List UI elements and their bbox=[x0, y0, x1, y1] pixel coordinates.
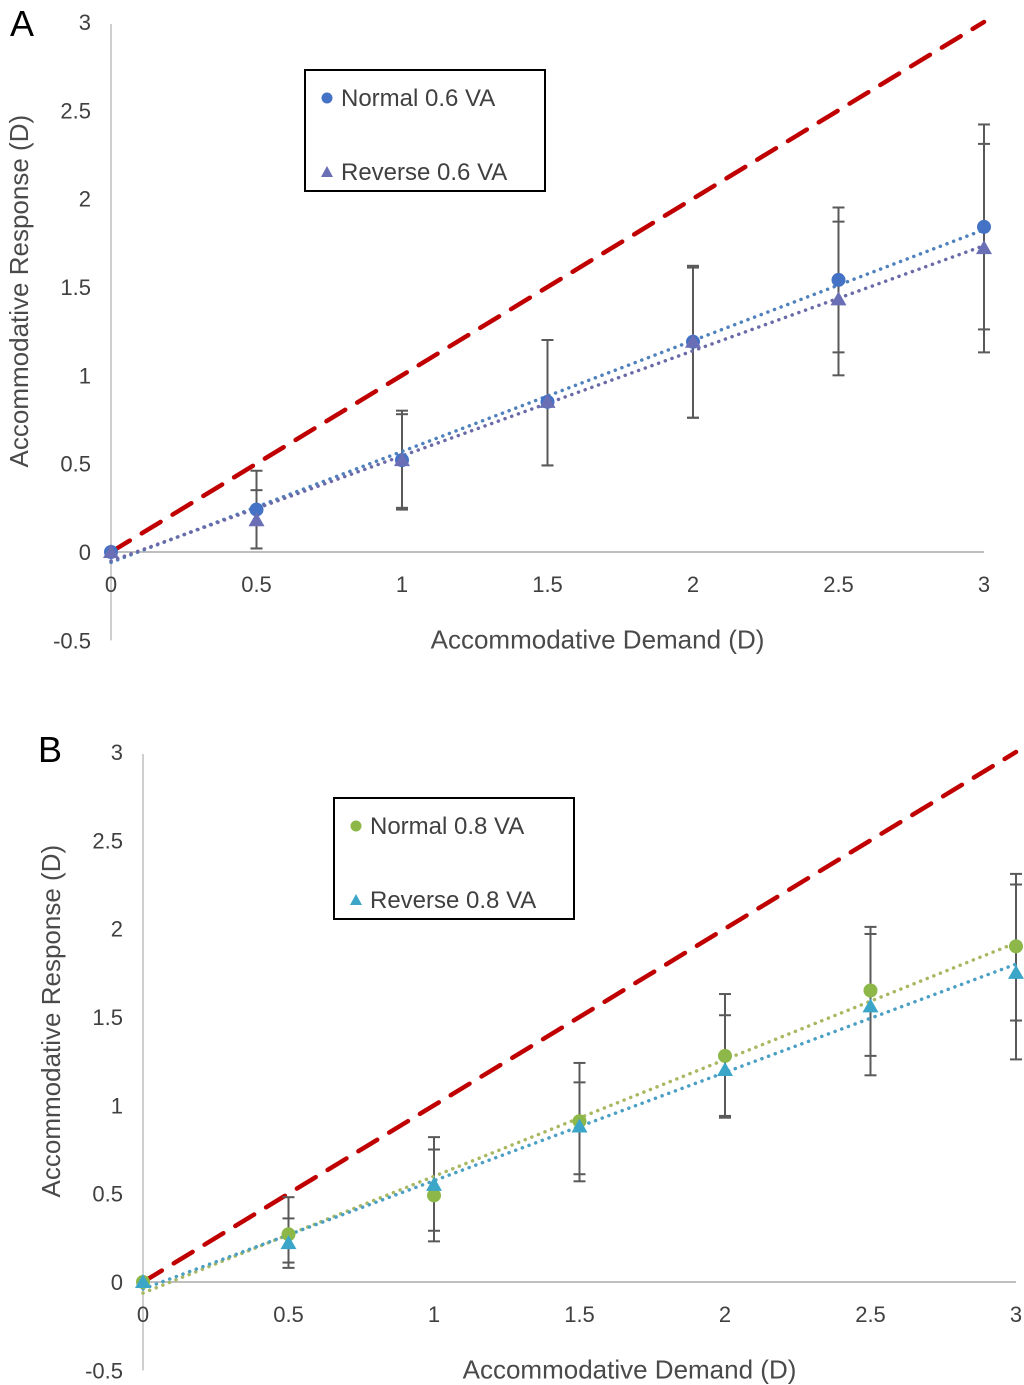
data-point-triangle bbox=[862, 998, 879, 1013]
y-tick-label: 1 bbox=[79, 363, 91, 388]
legend-label: Reverse 0.6 VA bbox=[341, 159, 507, 186]
panel-a: A -0.5 0 0.5 1 1.5 2 2.5 3 0 0.5 1 1.5 2 2.5 3 Accommoda… bbox=[4, 3, 992, 654]
y-tick-label: 2.5 bbox=[92, 828, 123, 853]
data-point-triangle bbox=[976, 240, 992, 255]
data-point-triangle bbox=[280, 1235, 297, 1250]
y-tick-label: 0 bbox=[111, 1270, 123, 1295]
x-tick-label: 3 bbox=[978, 572, 990, 597]
ideal-response-line bbox=[140, 749, 1019, 1285]
data-point-triangle bbox=[103, 544, 119, 558]
y-tick-label: -0.5 bbox=[53, 628, 91, 653]
legend-label: Normal 0.6 VA bbox=[341, 85, 495, 112]
x-tick-label: 0.5 bbox=[241, 572, 272, 597]
legend-circle-icon bbox=[321, 92, 333, 104]
data-point-circle bbox=[718, 1048, 732, 1063]
panel-b: B -0.5 0 0.5 1 1.5 2 2.5 3 0 0.5 1 1.5 2 2.5 3 Accommoda… bbox=[36, 729, 1024, 1384]
data-point-triangle bbox=[248, 512, 265, 527]
legend-box bbox=[333, 797, 575, 920]
y-tick-label: 2.5 bbox=[60, 98, 91, 123]
data-point-triangle bbox=[539, 393, 556, 408]
y-tick-label: 3 bbox=[111, 740, 123, 765]
x-tick-label: 0 bbox=[137, 1302, 149, 1327]
data-point-triangle bbox=[571, 1118, 588, 1133]
legend-triangle-icon bbox=[321, 166, 333, 177]
x-tick-label: 2 bbox=[719, 1302, 731, 1327]
x-tick-label: 2 bbox=[687, 572, 699, 597]
y-tick-label: 1 bbox=[111, 1093, 123, 1118]
ideal-response-line bbox=[108, 19, 987, 555]
y-tick-label: 3 bbox=[79, 10, 91, 35]
data-point-circle bbox=[1009, 939, 1023, 954]
legend-label: Normal 0.8 VA bbox=[370, 813, 524, 840]
x-tick-label: 3 bbox=[1010, 1302, 1022, 1327]
legend-box bbox=[304, 69, 546, 192]
data-point-triangle bbox=[1008, 964, 1024, 979]
y-tick-label: -0.5 bbox=[85, 1358, 123, 1383]
x-tick-label: 0 bbox=[105, 572, 117, 597]
data-point-circle bbox=[281, 1227, 296, 1242]
legend: Normal 0.6 VA Reverse 0.6 VA bbox=[304, 69, 546, 192]
x-tick-label: 1.5 bbox=[564, 1302, 595, 1327]
y-tick-label: 0.5 bbox=[92, 1182, 123, 1207]
y-tick-label: 0.5 bbox=[60, 452, 91, 477]
legend-label: Reverse 0.8 VA bbox=[370, 887, 536, 914]
x-axis-title: Accommodative Demand (D) bbox=[431, 624, 765, 654]
x-tick-label: 0.5 bbox=[273, 1302, 304, 1327]
x-tick-label: 1 bbox=[396, 572, 408, 597]
data-point-circle bbox=[977, 219, 991, 234]
y-tick-label: 1.5 bbox=[60, 275, 91, 300]
x-tick-label: 1 bbox=[428, 1302, 440, 1327]
x-tick-label: 1.5 bbox=[532, 572, 563, 597]
data-point-triangle bbox=[394, 452, 410, 467]
y-tick-label: 2 bbox=[79, 187, 91, 212]
y-tick-label: 0 bbox=[79, 540, 91, 565]
y-axis-title: Accommodative Response (D) bbox=[36, 845, 66, 1198]
data-point-circle bbox=[863, 983, 878, 998]
data-point-triangle bbox=[830, 291, 847, 306]
data-point-circle bbox=[427, 1188, 441, 1203]
x-axis-title: Accommodative Demand (D) bbox=[463, 1354, 797, 1384]
x-tick-label: 2.5 bbox=[855, 1302, 886, 1327]
y-axis-title: Accommodative Response (D) bbox=[4, 115, 34, 468]
data-point-triangle bbox=[135, 1274, 151, 1288]
y-tick-label: 1.5 bbox=[92, 1005, 123, 1030]
data-point-triangle bbox=[685, 333, 701, 348]
panel-label: A bbox=[10, 3, 34, 44]
data-point-triangle bbox=[426, 1176, 442, 1191]
legend-circle-icon bbox=[350, 820, 362, 832]
panel-label: B bbox=[38, 729, 62, 770]
y-tick-label: 2 bbox=[111, 917, 123, 942]
x-tick-label: 2.5 bbox=[823, 572, 854, 597]
legend: Normal 0.8 VA Reverse 0.8 VA bbox=[333, 797, 575, 920]
data-point-triangle bbox=[717, 1062, 733, 1076]
data-point-circle bbox=[831, 272, 846, 287]
data-point-circle bbox=[249, 502, 264, 517]
legend-triangle-icon bbox=[350, 894, 362, 905]
